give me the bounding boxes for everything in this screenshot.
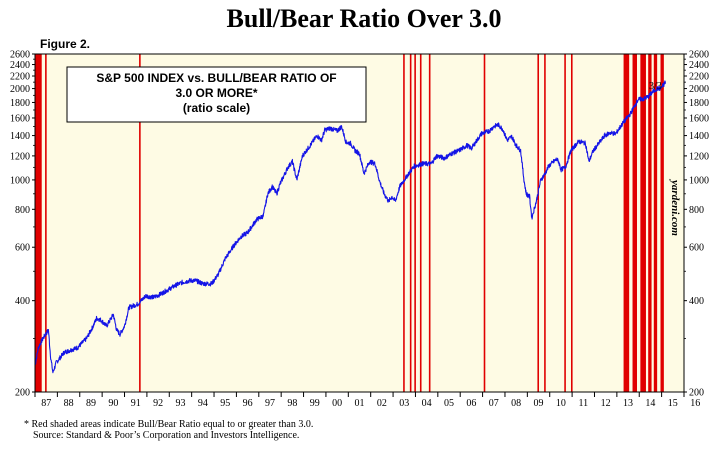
y-tick-label-left: 400 [15, 296, 30, 307]
inset-title-line-3: (ratio scale) [183, 101, 250, 115]
x-tick-label: 03 [399, 398, 409, 409]
y-tick-label-left: 2200 [10, 72, 30, 83]
shaded-period [414, 54, 416, 392]
inset-box: S&P 500 INDEX vs. BULL/BEAR RATIO OF 3.0… [66, 66, 367, 123]
y-tick-label-right: 1800 [689, 98, 709, 109]
y-tick-label-right: 600 [689, 243, 704, 254]
y-tick-label-left: 1000 [10, 175, 30, 186]
x-tick-label: 93 [175, 398, 185, 409]
inset-frame [66, 66, 367, 123]
brand-label: yardeni.com [669, 178, 681, 236]
y-tick-label-left: 1800 [10, 98, 30, 109]
x-tick-label: 89 [86, 398, 96, 409]
y-tick-label-right: 200 [689, 388, 704, 399]
x-tick-label: 02 [377, 398, 387, 409]
inset-title-line-1: S&P 500 INDEX vs. BULL/BEAR RATIO OF [96, 71, 336, 85]
inset-title-line-2: 3.0 OR MORE* [175, 86, 257, 100]
y-tick-label-left: 2000 [10, 84, 30, 95]
y-tick-label-right: 2000 [689, 84, 709, 95]
shaded-period [653, 54, 658, 392]
x-tick-label: 04 [422, 398, 432, 409]
footnote: * Red shaded areas indicate Bull/Bear Ra… [24, 419, 313, 441]
shaded-period [564, 54, 566, 392]
y-tick-label-right: 2200 [689, 72, 709, 83]
shaded-periods [35, 54, 664, 392]
end-annotation: 3/3 [649, 81, 662, 92]
y-tick-label-right: 1600 [689, 113, 709, 124]
x-tick-label: 06 [466, 398, 476, 409]
shaded-period [640, 54, 646, 392]
x-tick-label: 97 [265, 398, 275, 409]
x-tick-label: 16 [690, 398, 700, 409]
x-tick-label: 08 [511, 398, 521, 409]
shaded-period [648, 54, 652, 392]
x-tick-label: 09 [534, 398, 544, 409]
shaded-period [139, 54, 141, 392]
x-tick-label: 94 [198, 398, 208, 409]
series-layer [34, 80, 666, 374]
shaded-period [419, 54, 422, 392]
y-tick-label-right: 400 [689, 296, 704, 307]
shaded-period [537, 54, 540, 392]
x-tick-label: 07 [489, 398, 499, 409]
y-tick-label-left: 600 [15, 243, 30, 254]
x-tick-label: 10 [556, 398, 566, 409]
shaded-period [544, 54, 546, 392]
x-tick-label: 96 [243, 398, 253, 409]
x-tick-label: 14 [645, 398, 655, 409]
x-tick-label: 00 [332, 398, 342, 409]
sp500-series-line [34, 80, 666, 374]
x-tick-label: 88 [64, 398, 74, 409]
shaded-period [428, 54, 431, 392]
y-tick-label-right: 1200 [689, 151, 709, 162]
y-tick-label-left: 1400 [10, 131, 30, 142]
x-tick-label: 15 [668, 398, 678, 409]
x-tick-label: 95 [220, 398, 230, 409]
x-tick-label: 90 [108, 398, 118, 409]
y-tick-label-left: 200 [15, 388, 30, 399]
y-tick-label-left: 1600 [10, 113, 30, 124]
shaded-period [483, 54, 486, 392]
y-tick-label-left: 800 [15, 205, 30, 216]
footnote-source: Source: Standard & Poor’s Corporation an… [33, 430, 300, 441]
y-tick-label-right: 800 [689, 205, 704, 216]
shaded-period [632, 54, 638, 392]
figure-label: Figure 2. [40, 37, 91, 51]
x-tick-label: 12 [601, 398, 611, 409]
shaded-period [35, 54, 42, 392]
x-tick-label: 05 [444, 398, 454, 409]
y-tick-label-left: 1200 [10, 151, 30, 162]
y-tick-label-right: 1000 [689, 175, 709, 186]
y-tick-label-right: 2600 [689, 50, 709, 61]
shaded-period [409, 54, 412, 392]
x-tick-label: 99 [310, 398, 320, 409]
x-tick-label: 98 [287, 398, 297, 409]
shaded-period [623, 54, 630, 392]
x-tick-label: 13 [623, 398, 633, 409]
plot-frame [34, 53, 685, 393]
shaded-period [45, 54, 47, 392]
x-tick-label: 92 [153, 398, 163, 409]
shaded-period [403, 54, 405, 392]
y-tick-label-left: 2600 [10, 50, 30, 61]
y-tick-label-right: 2400 [689, 60, 709, 71]
y-tick-label-right: 1400 [689, 131, 709, 142]
x-tick-label: 11 [578, 398, 588, 409]
x-tick-label: 87 [41, 398, 51, 409]
y-tick-label-left: 2400 [10, 60, 30, 71]
shaded-period [660, 54, 664, 392]
footnote-shading-note: * Red shaded areas indicate Bull/Bear Ra… [24, 419, 314, 430]
shaded-period [570, 54, 573, 392]
x-tick-label: 91 [131, 398, 141, 409]
x-tick-label: 01 [355, 398, 365, 409]
page-title: Bull/Bear Ratio Over 3.0 [226, 4, 502, 33]
